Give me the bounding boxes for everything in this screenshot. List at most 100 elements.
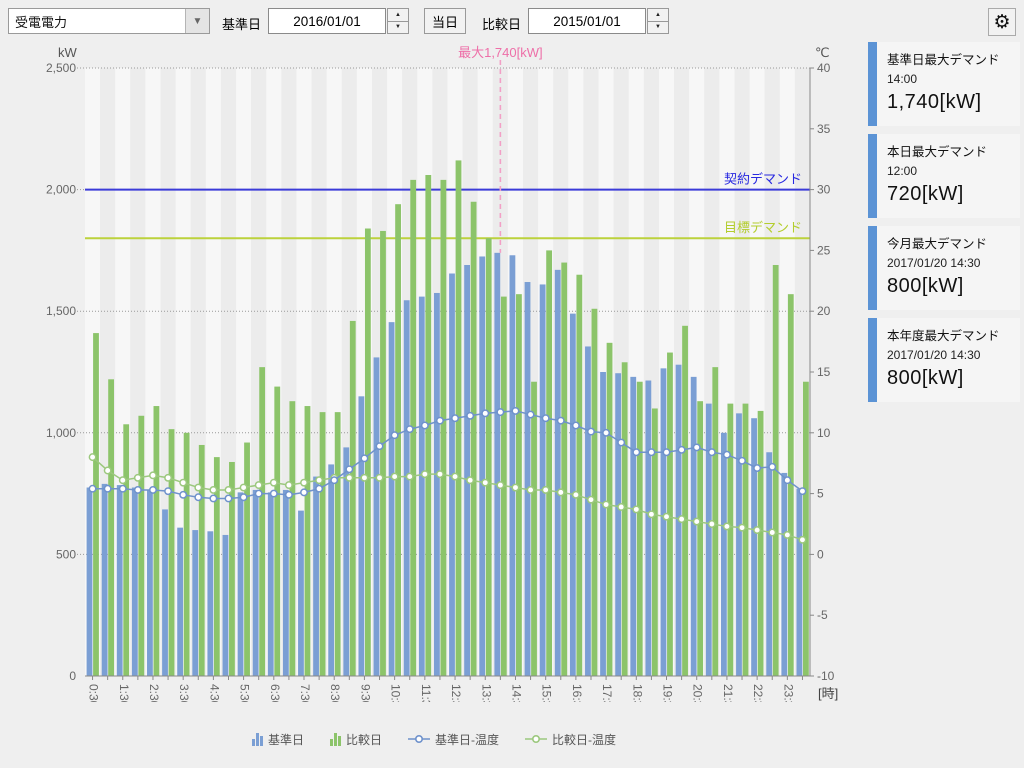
base-date-input[interactable] — [268, 8, 386, 34]
temp-line-compare-day-marker — [435, 470, 444, 479]
bar-base-day — [705, 403, 712, 676]
bar-compare-day — [802, 381, 809, 676]
card-time: 12:00 — [887, 164, 918, 178]
hour-unit-label: [時] — [818, 686, 838, 701]
temp-line-base-day-marker — [315, 484, 324, 493]
time-tick-label: 20:30 — [691, 684, 705, 702]
base-date-spin-down-icon[interactable]: ▼ — [387, 21, 409, 34]
temp-line-compare-day-marker — [133, 473, 142, 482]
temp-line-compare-day-marker — [149, 471, 157, 480]
temp-line-compare-day-marker — [798, 535, 807, 544]
settings-button[interactable]: ⚙ — [988, 8, 1016, 36]
reference-line-label: 目標デマンド — [724, 220, 802, 235]
temp-line-base-day-marker — [496, 408, 505, 417]
bar-base-day — [751, 418, 757, 676]
temp-line-compare-day-marker — [783, 530, 792, 539]
temp-line-compare-day-marker — [466, 476, 475, 485]
bar-base-day — [660, 368, 667, 676]
temp-line-compare-day-marker — [164, 473, 173, 482]
time-tick-label: 5:30 — [238, 684, 252, 702]
bar-compare-day — [304, 406, 311, 676]
temp-line-base-day-marker — [360, 454, 369, 463]
metric-select-value: 受電電力 — [15, 14, 68, 30]
card-title: 今月最大デマンド — [887, 237, 988, 251]
time-tick-label: 22:30 — [751, 684, 765, 702]
temp-line-base-day-marker — [738, 456, 746, 465]
time-tick-label: 6:30 — [268, 684, 282, 702]
legend-bar-icon — [251, 732, 263, 746]
temp-line-compare-day-marker — [738, 523, 746, 532]
kw-tick-label: 1,500 — [46, 304, 76, 318]
temp-line-base-day-marker — [768, 462, 777, 471]
temp-line-base-day-marker — [722, 450, 731, 459]
time-tick-label: 23:30 — [781, 684, 795, 702]
base-date-spin-up-icon[interactable]: ▲ — [387, 8, 409, 22]
temp-line-base-day-marker — [330, 476, 339, 485]
bar-base-day — [162, 509, 168, 676]
temp-line-compare-day-marker — [300, 478, 308, 487]
metric-select[interactable]: 受電電力 ▼ — [8, 8, 210, 34]
bar-base-day — [313, 476, 319, 676]
temp-line-base-day-marker — [149, 486, 157, 494]
temp-tick-label: -10 — [817, 669, 835, 683]
temp-line-base-day-marker — [390, 431, 399, 440]
temp-unit-label: ℃ — [815, 45, 830, 60]
temp-line-compare-day-marker — [647, 510, 656, 519]
today-button[interactable]: 当日 — [424, 8, 466, 34]
temp-line-compare-day-marker — [405, 472, 414, 481]
bar-base-day — [403, 300, 410, 676]
time-tick-label: 9:30 — [358, 684, 372, 702]
bar-base-day — [298, 510, 304, 676]
compare-date-spin-up-icon[interactable]: ▲ — [647, 8, 669, 22]
temp-line-compare-day-marker — [541, 486, 550, 494]
bar-compare-day — [621, 362, 628, 676]
max-annotation-label: 最大1,740[kW] — [458, 45, 543, 60]
bar-compare-day — [229, 461, 235, 676]
time-tick-label: 8:30 — [328, 684, 342, 702]
bar-compare-day — [259, 367, 266, 676]
bar-compare-day — [531, 381, 537, 676]
bar-base-day — [509, 255, 516, 676]
bar-compare-day — [395, 204, 401, 676]
card-time: 2017/01/20 14:30 — [887, 256, 981, 270]
compare-date-input[interactable] — [528, 8, 646, 34]
compare-date-spin-down-icon[interactable]: ▼ — [647, 21, 669, 34]
bar-base-day — [585, 346, 591, 676]
kw-tick-label: 2,500 — [46, 61, 76, 75]
bar-compare-day — [787, 294, 794, 676]
card-month-max-demand: 今月最大デマンド 2017/01/20 14:30 800[kW] — [868, 226, 1020, 310]
bar-compare-day — [591, 308, 598, 676]
bar-base-day — [736, 413, 742, 676]
bar-compare-day — [319, 412, 326, 676]
bar-base-day — [524, 282, 531, 676]
bar-base-day — [131, 487, 138, 676]
bar-compare-day — [667, 352, 673, 676]
card-title: 本日最大デマンド — [887, 145, 988, 159]
bar-base-day — [615, 373, 622, 676]
time-tick-label: 12:30 — [449, 684, 463, 702]
time-tick-label: 4:30 — [207, 684, 221, 702]
temp-line-base-day-marker — [451, 414, 460, 423]
time-tick-label: 0:30 — [87, 684, 101, 702]
legend-line-icon — [525, 734, 548, 744]
temp-tick-label: 25 — [817, 243, 831, 257]
temp-tick-label: 20 — [817, 304, 831, 318]
card-value: 720[kW] — [887, 183, 964, 205]
legend-item-4: 比較日-温度 — [525, 731, 616, 748]
temp-line-compare-day-marker — [179, 478, 188, 487]
temp-line-base-day-marker — [284, 490, 293, 499]
bar-base-day — [358, 396, 365, 676]
dropdown-arrow-icon[interactable]: ▼ — [185, 9, 209, 33]
temp-line-compare-day-marker — [662, 512, 671, 521]
time-tick-label: 11:30 — [419, 684, 433, 702]
time-tick-label: 7:30 — [298, 684, 312, 702]
bar-compare-day — [561, 262, 568, 676]
bar-base-day — [282, 489, 289, 676]
temp-line-compare-day-marker — [556, 488, 565, 497]
bar-base-day — [720, 432, 727, 676]
time-tick-label: 17:30 — [600, 684, 614, 702]
bar-compare-day — [380, 230, 386, 676]
temp-line-base-day-marker — [224, 494, 233, 503]
bar-compare-day — [712, 367, 719, 676]
bar-compare-day — [651, 408, 658, 676]
